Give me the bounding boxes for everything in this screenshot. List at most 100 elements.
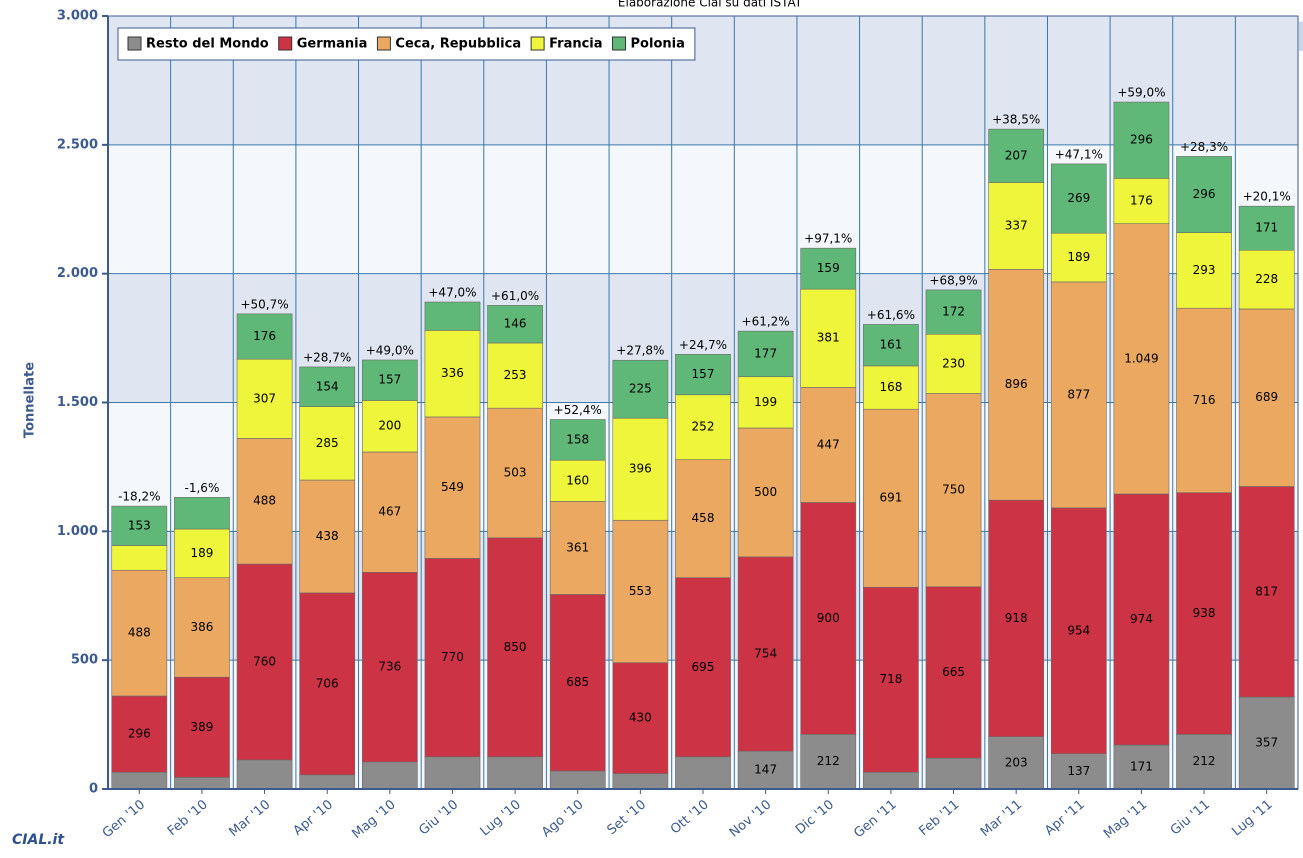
data-label: 488 <box>253 494 276 508</box>
data-label: 154 <box>316 379 339 393</box>
bar-segment <box>424 756 481 790</box>
bar-segment <box>424 301 481 331</box>
data-label: 146 <box>504 317 527 331</box>
bar-segment <box>737 330 794 378</box>
data-label: 296 <box>1130 133 1153 147</box>
data-label: 225 <box>629 382 652 396</box>
data-label: 200 <box>378 419 401 433</box>
data-label: 212 <box>817 754 840 768</box>
y-tick-label: 2.500 <box>57 137 98 152</box>
bar-segment <box>236 563 293 761</box>
bar-segment <box>988 499 1045 737</box>
annotation: +20,1% <box>1243 190 1291 204</box>
bar-segment <box>925 757 982 790</box>
legend: Resto del Mondo Germania Ceca, Repubblica F… <box>117 27 696 61</box>
data-label: 269 <box>1067 191 1090 205</box>
annotation: +38,5% <box>992 113 1040 127</box>
bar-segment <box>1050 232 1107 283</box>
bar-segment <box>612 662 669 774</box>
x-tick-label: Feb '10 <box>165 797 211 839</box>
bar-segment <box>236 438 293 565</box>
bar-segment <box>111 545 168 571</box>
bar-segment <box>174 528 230 579</box>
legend-swatch <box>376 36 391 51</box>
bar-segment <box>174 577 230 678</box>
bar-segment <box>1176 492 1232 735</box>
bar-segment <box>1113 101 1170 179</box>
annotation: +52,4% <box>554 403 602 417</box>
data-label: 159 <box>817 261 840 275</box>
bar-segment <box>1238 486 1295 698</box>
data-label: 718 <box>879 672 902 686</box>
annotation: +24,7% <box>679 338 727 352</box>
data-label: 171 <box>1255 221 1278 235</box>
data-label: 160 <box>566 473 589 487</box>
bar-segment <box>988 268 1045 501</box>
bar-segment <box>361 761 418 790</box>
y-tick-label: 3.000 <box>57 9 98 24</box>
annotation: +47,1% <box>1055 147 1103 161</box>
bar-segment <box>1113 178 1170 224</box>
bar-segment <box>299 479 356 594</box>
data-label: 189 <box>1067 250 1090 264</box>
bar-segment <box>612 359 669 419</box>
bar-segment <box>612 773 669 790</box>
data-label: 177 <box>754 346 777 360</box>
x-tick-label: Mag '10 <box>349 797 398 842</box>
x-tick-label: Feb '11 <box>916 797 962 839</box>
bar-segment <box>800 386 857 503</box>
x-tick-label: Lug '11 <box>1229 797 1275 839</box>
subtitle: Elaborazione Cial su dati ISTAT <box>618 0 803 10</box>
data-label: 147 <box>754 763 777 777</box>
legend-swatch <box>612 36 627 51</box>
annotation: -1,6% <box>185 481 220 495</box>
annotation: +28,3% <box>1180 140 1228 154</box>
bar-segment <box>549 770 606 790</box>
legend-swatch <box>278 36 293 51</box>
data-label: 750 <box>942 483 965 497</box>
bar-segment <box>1176 232 1232 309</box>
bar-segment <box>1050 163 1107 234</box>
bar-segment <box>925 586 982 759</box>
bar-segment <box>1176 156 1232 233</box>
data-label: 754 <box>754 646 777 660</box>
bar-segment <box>800 502 857 735</box>
y-tick-label: 0 <box>89 782 98 797</box>
data-label: 386 <box>190 620 213 634</box>
x-tick-label: Giu '10 <box>416 797 461 838</box>
bar-segment <box>737 556 794 752</box>
data-label: 153 <box>128 518 151 532</box>
x-tick-label: Ago '10 <box>539 797 586 840</box>
data-label: 189 <box>190 546 213 560</box>
data-label: 307 <box>253 391 276 405</box>
data-label: 253 <box>504 368 527 382</box>
bar-segment <box>675 354 731 396</box>
bar-segment <box>174 676 230 778</box>
bar-segment <box>1050 753 1107 790</box>
data-label: 850 <box>504 640 527 654</box>
data-label: 685 <box>566 675 589 689</box>
data-label: 285 <box>316 436 339 450</box>
data-label: 447 <box>817 437 840 451</box>
data-label: 438 <box>316 529 339 543</box>
bar-segment <box>174 777 230 790</box>
legend-swatch <box>530 36 545 51</box>
data-label: 706 <box>316 676 339 690</box>
x-tick-label: Mag '11 <box>1101 797 1150 842</box>
bar-segment <box>1238 249 1295 310</box>
data-label: 553 <box>629 584 652 598</box>
bar-segment <box>612 519 669 664</box>
annotation: +50,7% <box>240 297 288 311</box>
data-label: 199 <box>754 395 777 409</box>
bar-segment <box>737 750 794 790</box>
bar-segment <box>1238 205 1295 251</box>
bar-segment <box>1238 308 1295 487</box>
data-label: 172 <box>942 305 965 319</box>
data-label: 389 <box>190 720 213 734</box>
data-label: 896 <box>1005 377 1028 391</box>
bar-segment <box>487 756 543 790</box>
plot-border <box>107 15 1299 790</box>
data-label: 503 <box>504 465 527 479</box>
x-tick-label: Gen '11 <box>851 797 899 841</box>
